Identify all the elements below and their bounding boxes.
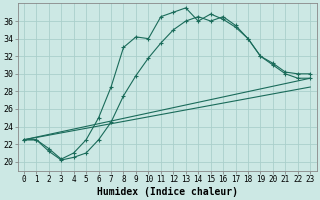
X-axis label: Humidex (Indice chaleur): Humidex (Indice chaleur) <box>97 186 237 197</box>
